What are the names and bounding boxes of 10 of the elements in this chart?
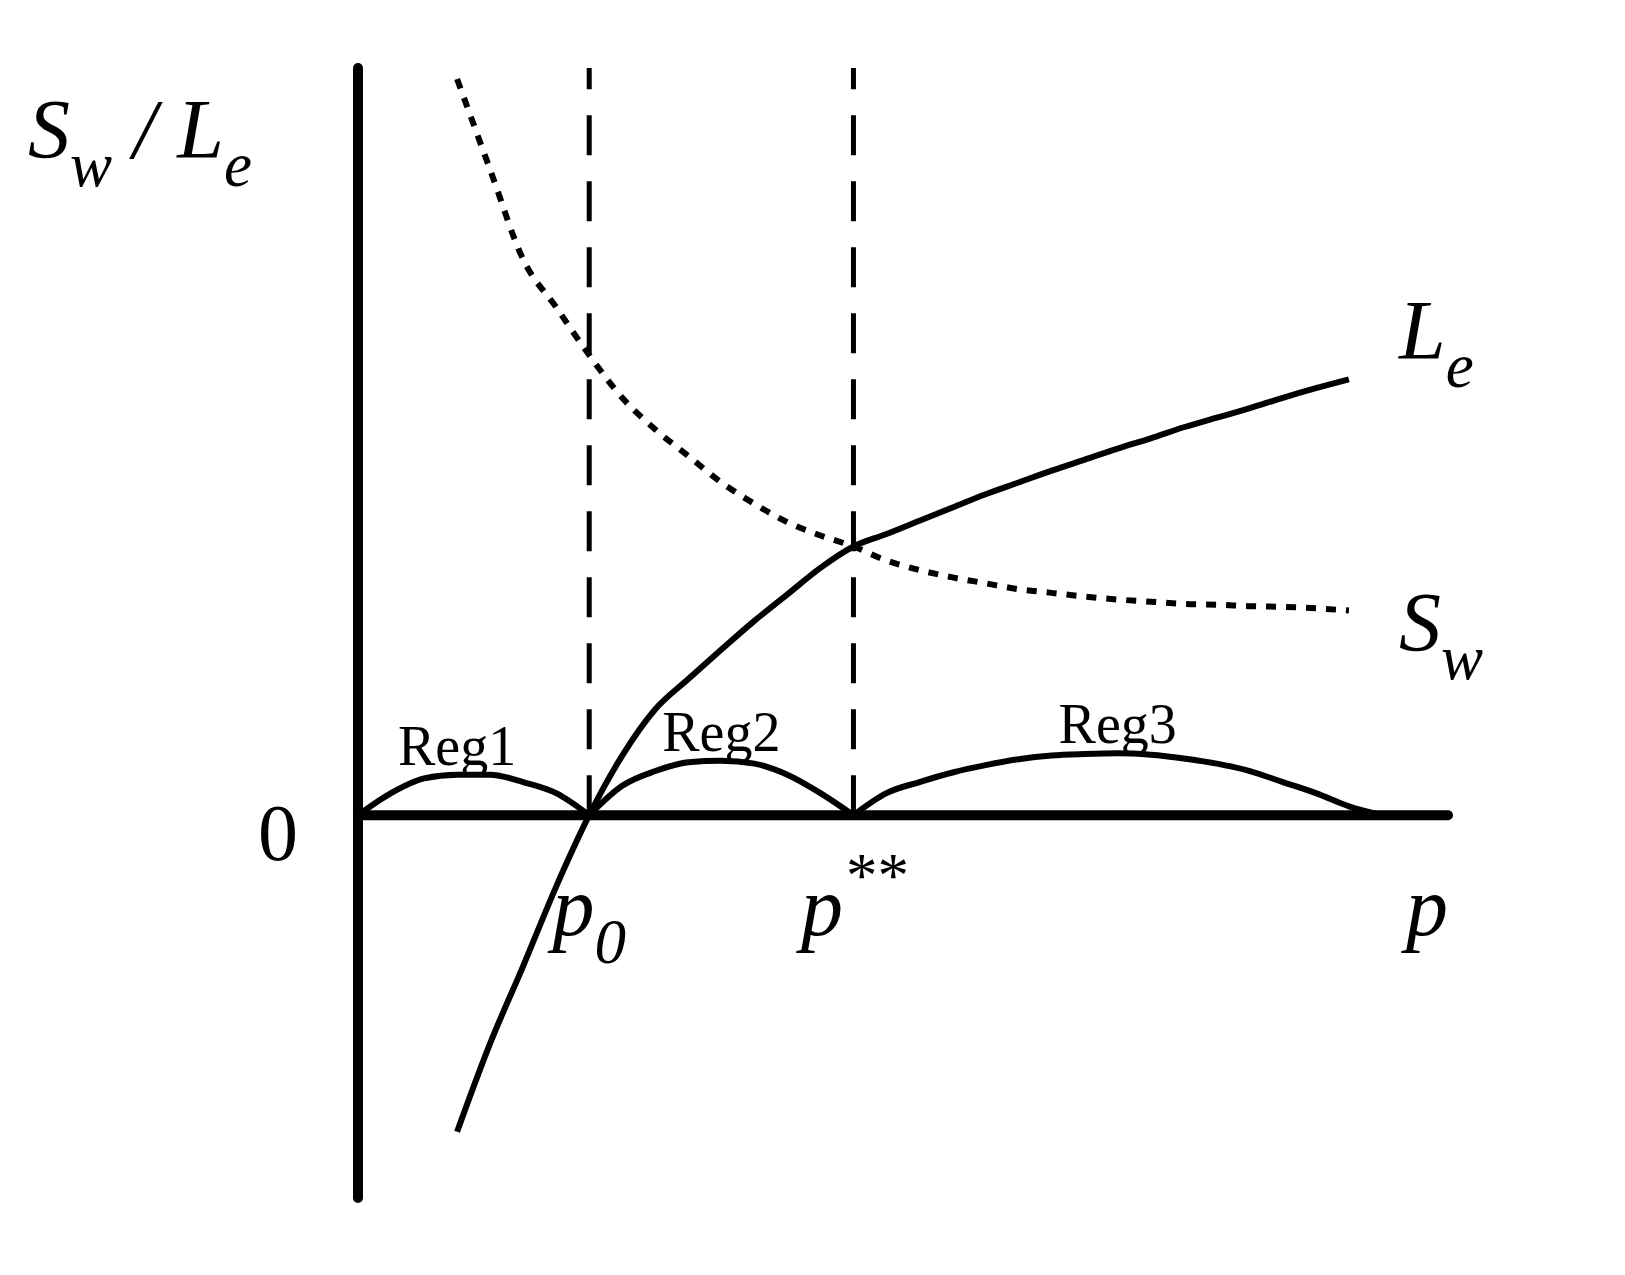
text: 0 — [258, 789, 298, 878]
x-tick-label: p$_{0}$ — [547, 860, 626, 978]
series-label: Reg1 — [397, 714, 517, 777]
series-label: S$_{w}$ — [1398, 575, 1483, 693]
x-tick-label: p$^{**}$ — [795, 841, 907, 954]
x-axis-title: p — [1401, 860, 1448, 954]
series-label: Reg3 — [1058, 693, 1177, 756]
series-label: L$_{e}$ — [1397, 284, 1474, 402]
series-label: Reg2 — [662, 700, 781, 763]
y-axis-title: S$_{w}$ / L$_{e}$ — [28, 83, 253, 201]
